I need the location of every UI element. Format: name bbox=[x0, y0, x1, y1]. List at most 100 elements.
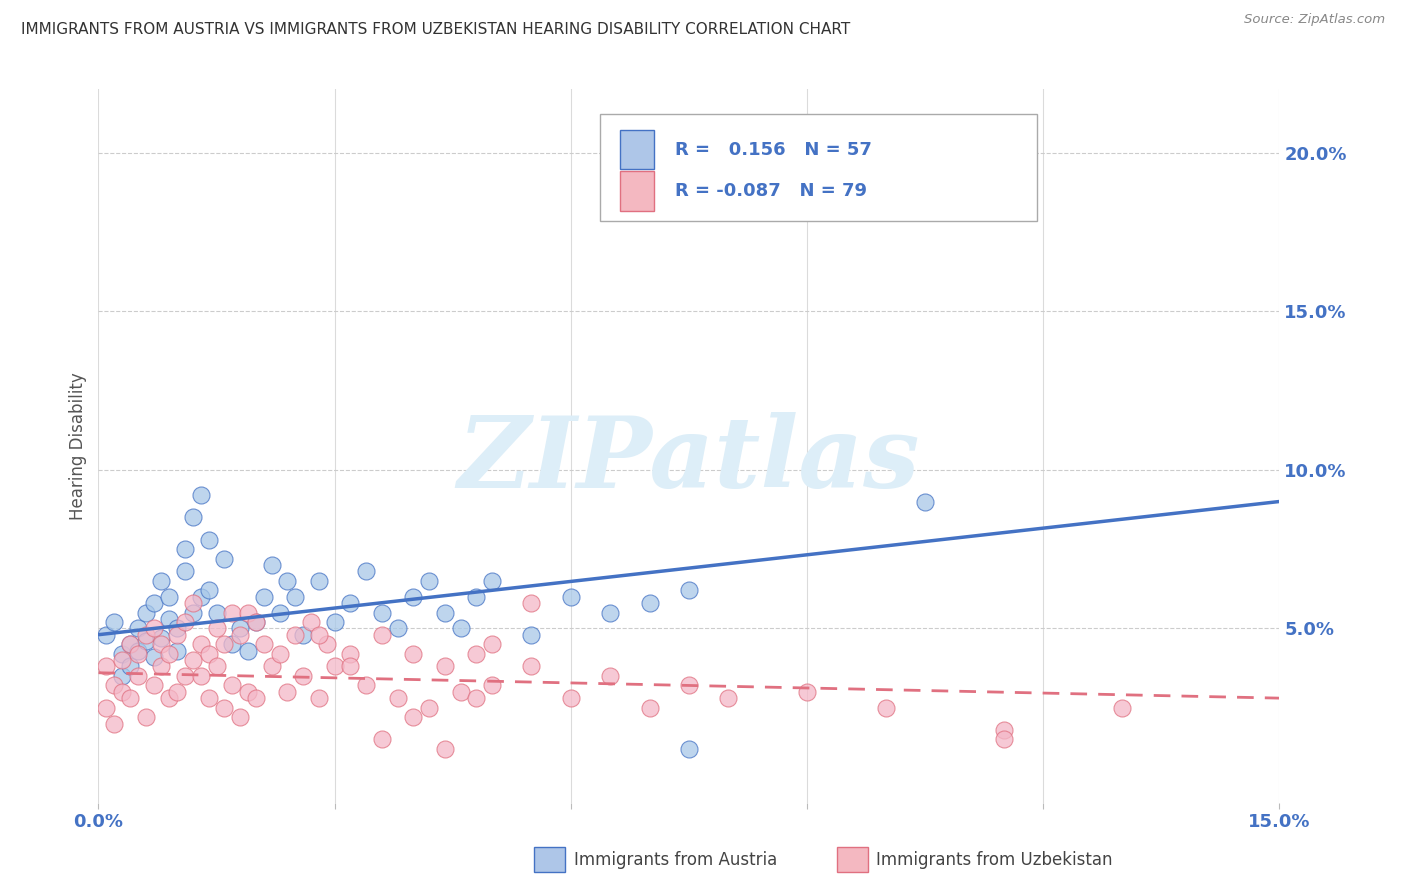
Point bbox=[245, 615, 267, 629]
Point bbox=[127, 621, 149, 635]
Point bbox=[96, 628, 118, 642]
Point bbox=[253, 637, 276, 651]
Text: Immigrants from Uzbekistan: Immigrants from Uzbekistan bbox=[876, 851, 1112, 869]
Point bbox=[118, 637, 141, 651]
Point bbox=[481, 574, 503, 588]
Y-axis label: Hearing Disability: Hearing Disability bbox=[69, 372, 87, 520]
Point bbox=[157, 612, 180, 626]
Point bbox=[678, 583, 700, 598]
Point bbox=[181, 606, 204, 620]
Point bbox=[190, 590, 212, 604]
Point bbox=[433, 659, 456, 673]
Point bbox=[142, 596, 165, 610]
Point bbox=[253, 590, 276, 604]
Text: ZIPatlas: ZIPatlas bbox=[458, 412, 920, 508]
Point bbox=[245, 691, 267, 706]
Point bbox=[875, 700, 897, 714]
Point bbox=[1111, 700, 1133, 714]
Point bbox=[914, 494, 936, 508]
Point bbox=[190, 488, 212, 502]
Point bbox=[190, 637, 212, 651]
Text: Immigrants from Austria: Immigrants from Austria bbox=[574, 851, 778, 869]
Point bbox=[221, 637, 243, 651]
Point bbox=[299, 615, 322, 629]
Point bbox=[236, 606, 259, 620]
Point bbox=[308, 628, 330, 642]
Point bbox=[339, 647, 361, 661]
Point bbox=[236, 643, 259, 657]
Point bbox=[135, 710, 157, 724]
Point bbox=[103, 678, 125, 692]
Point bbox=[339, 659, 361, 673]
Point bbox=[387, 621, 409, 635]
Text: R = -0.087   N = 79: R = -0.087 N = 79 bbox=[675, 182, 866, 200]
Point bbox=[190, 669, 212, 683]
Point bbox=[323, 615, 346, 629]
Point bbox=[276, 685, 298, 699]
Point bbox=[205, 606, 228, 620]
Point bbox=[520, 596, 543, 610]
Point bbox=[354, 678, 377, 692]
Point bbox=[560, 691, 582, 706]
Point bbox=[157, 590, 180, 604]
Point bbox=[638, 700, 661, 714]
Point bbox=[450, 685, 472, 699]
Point bbox=[354, 564, 377, 578]
Point bbox=[166, 685, 188, 699]
Point bbox=[150, 637, 173, 651]
Point bbox=[205, 659, 228, 673]
Point bbox=[103, 716, 125, 731]
Point bbox=[174, 669, 197, 683]
Point bbox=[135, 634, 157, 648]
Point bbox=[308, 691, 330, 706]
Point bbox=[599, 669, 621, 683]
Point bbox=[103, 615, 125, 629]
Point bbox=[214, 700, 236, 714]
Point bbox=[142, 678, 165, 692]
Point bbox=[433, 742, 456, 756]
Point bbox=[197, 533, 219, 547]
Point bbox=[150, 659, 173, 673]
Point bbox=[111, 669, 134, 683]
Point bbox=[465, 691, 488, 706]
FancyBboxPatch shape bbox=[620, 130, 654, 169]
Point bbox=[450, 621, 472, 635]
Text: R =   0.156   N = 57: R = 0.156 N = 57 bbox=[675, 141, 872, 159]
Point bbox=[166, 628, 188, 642]
Point bbox=[214, 637, 236, 651]
Point bbox=[205, 621, 228, 635]
Point bbox=[96, 659, 118, 673]
Point bbox=[142, 621, 165, 635]
Point bbox=[678, 742, 700, 756]
Point bbox=[166, 643, 188, 657]
Point bbox=[229, 710, 252, 724]
Point bbox=[229, 621, 252, 635]
Point bbox=[260, 558, 283, 572]
Point bbox=[481, 637, 503, 651]
Text: Source: ZipAtlas.com: Source: ZipAtlas.com bbox=[1244, 13, 1385, 27]
Point bbox=[142, 649, 165, 664]
Point bbox=[993, 732, 1015, 747]
Point bbox=[520, 628, 543, 642]
Point bbox=[402, 710, 425, 724]
Point bbox=[402, 590, 425, 604]
Point bbox=[127, 669, 149, 683]
Point bbox=[96, 700, 118, 714]
Point bbox=[678, 678, 700, 692]
Point bbox=[993, 723, 1015, 737]
Point bbox=[150, 574, 173, 588]
Point bbox=[181, 596, 204, 610]
Point bbox=[323, 659, 346, 673]
Text: IMMIGRANTS FROM AUSTRIA VS IMMIGRANTS FROM UZBEKISTAN HEARING DISABILITY CORRELA: IMMIGRANTS FROM AUSTRIA VS IMMIGRANTS FR… bbox=[21, 22, 851, 37]
Point bbox=[481, 678, 503, 692]
Point bbox=[308, 574, 330, 588]
Point bbox=[174, 615, 197, 629]
Point bbox=[292, 628, 315, 642]
Point bbox=[111, 653, 134, 667]
Point bbox=[118, 637, 141, 651]
Point bbox=[418, 700, 440, 714]
Point bbox=[174, 542, 197, 557]
Point bbox=[599, 606, 621, 620]
Point bbox=[111, 685, 134, 699]
Point bbox=[181, 653, 204, 667]
